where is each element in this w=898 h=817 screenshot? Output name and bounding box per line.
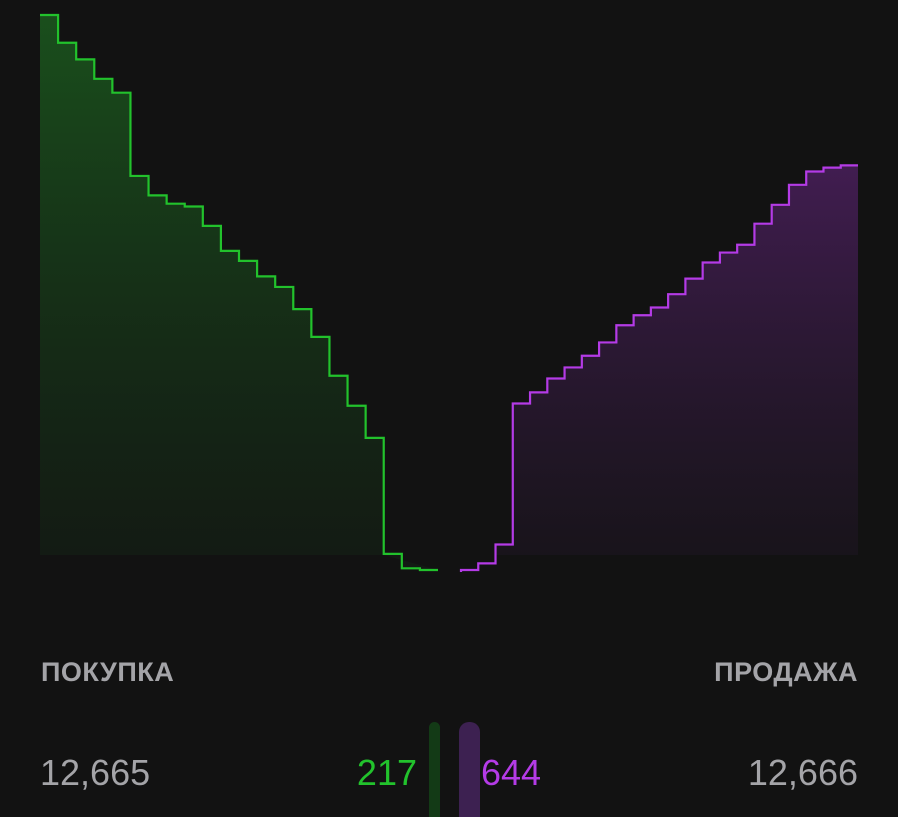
bid-depth-line [40,13,438,572]
bid-depth-area [40,15,438,570]
bid-label: ПОКУПКА [41,657,175,687]
ask-depth-area [495,165,858,555]
ask-depth-line [459,164,858,572]
ask-label: ПРОДАЖА [714,657,858,687]
best-bid-price: 12,665 [40,752,151,793]
best-ask-quantity: 644 [481,752,542,793]
bid-share-bar [429,722,440,817]
best-bid-quantity: 217 [356,752,417,793]
best-ask-price: 12,666 [747,752,858,793]
ask-share-bar [459,722,480,817]
depth-chart [40,13,858,572]
